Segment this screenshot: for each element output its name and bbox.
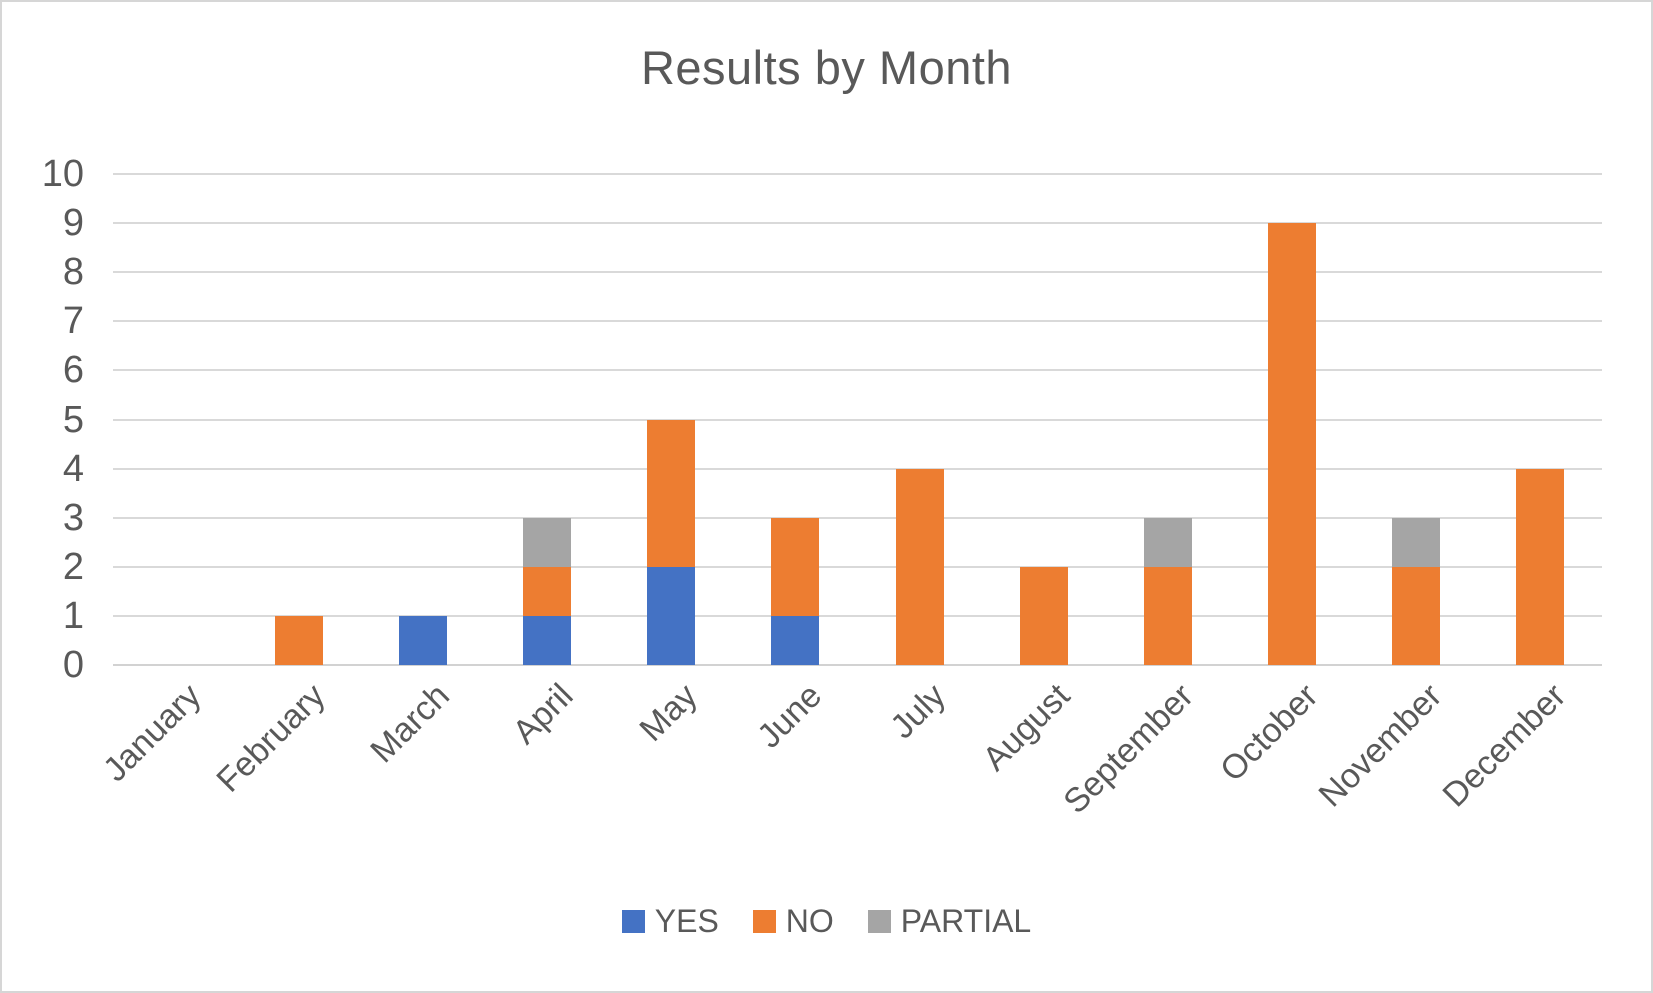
- y-axis-tick-label: 3: [62, 496, 84, 539]
- y-axis-tick-label: 8: [62, 251, 84, 294]
- x-axis-label-july: July: [883, 676, 954, 747]
- x-axis-label-august: August: [975, 676, 1078, 779]
- chart-title: Results by Month: [640, 41, 1013, 94]
- legend-item-no: NO: [752, 903, 834, 939]
- bar-segment-yes-april: [523, 615, 572, 665]
- y-axis-tick-label: 4: [62, 447, 84, 490]
- bar-segment-partial-september: [1143, 517, 1192, 567]
- y-axis-tick-label: 10: [41, 153, 84, 195]
- x-axis-label-october: October: [1212, 676, 1326, 789]
- legend-swatch-yes: [621, 909, 645, 933]
- bar-segment-yes-june: [771, 615, 820, 665]
- gridline: [113, 320, 1602, 323]
- x-axis-label-september: September: [1056, 676, 1202, 822]
- legend-swatch-partial: [867, 909, 891, 933]
- bar-segment-no-february: [275, 615, 324, 665]
- bar-segment-partial-april: [523, 517, 572, 567]
- bar-segment-no-july: [895, 468, 944, 665]
- gridline: [113, 222, 1602, 225]
- bar-segment-partial-november: [1391, 517, 1440, 567]
- y-axis-tick-label: 6: [62, 349, 84, 392]
- x-axis-label-january: January: [96, 676, 209, 789]
- bar-segment-yes-may: [647, 566, 696, 665]
- bar-segment-no-august: [1019, 566, 1068, 665]
- bar-segment-yes-march: [399, 615, 448, 665]
- legend-label-partial: PARTIAL: [900, 903, 1032, 939]
- bar-segment-no-october: [1267, 223, 1316, 665]
- bar-segment-no-april: [523, 566, 572, 616]
- y-axis-tick-label: 7: [62, 300, 84, 343]
- gridline: [113, 369, 1602, 372]
- x-axis-label-february: February: [209, 676, 333, 800]
- legend-label-yes: YES: [654, 903, 719, 939]
- bar-segment-no-may: [647, 419, 696, 567]
- bar-segment-no-september: [1143, 566, 1192, 665]
- legend: YES NO PARTIAL: [2, 905, 1651, 937]
- gridline: [113, 467, 1602, 470]
- x-axis-line: [113, 664, 1602, 666]
- bar-segment-no-december: [1515, 468, 1564, 665]
- y-axis-tick-label: 0: [62, 644, 84, 686]
- x-axis-label-march: March: [363, 676, 457, 771]
- gridline: [113, 271, 1602, 274]
- legend-label-no: NO: [785, 903, 834, 939]
- x-axis-label-april: April: [505, 676, 581, 752]
- legend-swatch-no: [752, 909, 776, 933]
- y-axis-tick-label: 2: [62, 545, 84, 588]
- x-axis-label-november: November: [1311, 676, 1450, 815]
- x-axis-label-may: May: [632, 676, 705, 749]
- gridline: [113, 173, 1602, 175]
- x-axis-label-june: June: [749, 676, 829, 756]
- bar-segment-no-june: [771, 517, 820, 616]
- y-axis-tick-label: 1: [62, 594, 84, 637]
- gridline: [113, 614, 1602, 617]
- y-axis-tick-label: 5: [62, 398, 84, 441]
- y-axis-tick-label: 9: [62, 202, 84, 245]
- gridline: [113, 565, 1602, 568]
- legend-item-yes: YES: [621, 903, 719, 939]
- legend-item-partial: PARTIAL: [867, 903, 1032, 939]
- x-axis-label-december: December: [1435, 676, 1574, 815]
- bar-segment-no-november: [1391, 566, 1440, 665]
- gridline: [113, 516, 1602, 519]
- gridline: [113, 418, 1602, 421]
